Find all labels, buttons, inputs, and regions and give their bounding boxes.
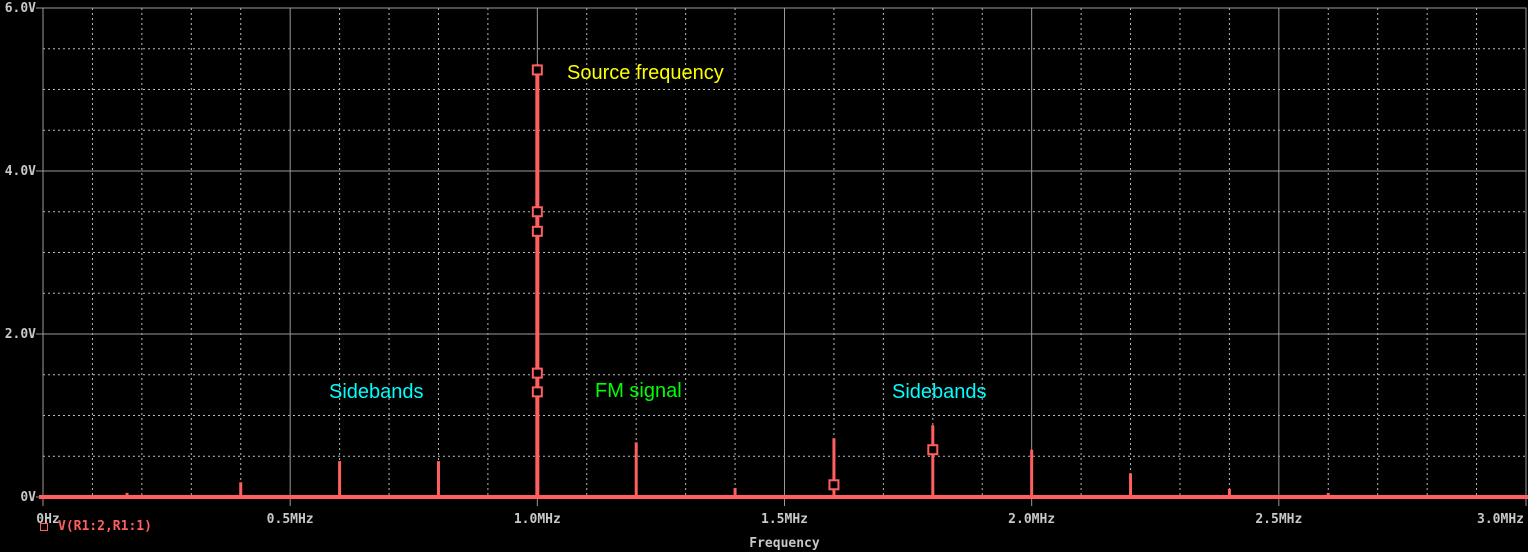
x-tick-label: 2.0MHz bbox=[1008, 512, 1055, 527]
x-tick-label: 3.0MHz bbox=[1477, 512, 1524, 527]
trace-legend[interactable]: V(R1:2,R1:1) bbox=[40, 519, 152, 534]
data-point-marker bbox=[531, 225, 543, 237]
x-tick-label: 2.5MHz bbox=[1255, 512, 1302, 527]
data-point-marker bbox=[531, 367, 543, 379]
data-point-marker bbox=[828, 479, 840, 491]
y-tick-label: 2.0V bbox=[5, 327, 36, 342]
data-point-marker bbox=[531, 386, 543, 398]
data-point-marker bbox=[531, 206, 543, 218]
x-axis-title: Frequency bbox=[749, 536, 820, 551]
annotation-label: Sidebands bbox=[329, 381, 424, 403]
x-tick-label: 1.5MHz bbox=[761, 512, 808, 527]
y-tick-label: 4.0V bbox=[5, 164, 36, 179]
data-point-marker bbox=[531, 64, 543, 76]
trace-symbol-icon bbox=[40, 522, 48, 531]
annotation-label: Source frequency bbox=[567, 62, 724, 84]
annotation-label: Sidebands bbox=[892, 381, 987, 403]
annotation-label: FM signal bbox=[595, 380, 682, 402]
x-tick-label: 1.0MHz bbox=[514, 512, 561, 527]
y-tick-label: 0V bbox=[20, 490, 36, 505]
x-tick-label: 0.5MHz bbox=[267, 512, 314, 527]
trace-name-label[interactable]: V(R1:2,R1:1) bbox=[58, 519, 152, 534]
y-tick-label: 6.0V bbox=[5, 1, 36, 16]
data-point-marker bbox=[927, 444, 939, 456]
